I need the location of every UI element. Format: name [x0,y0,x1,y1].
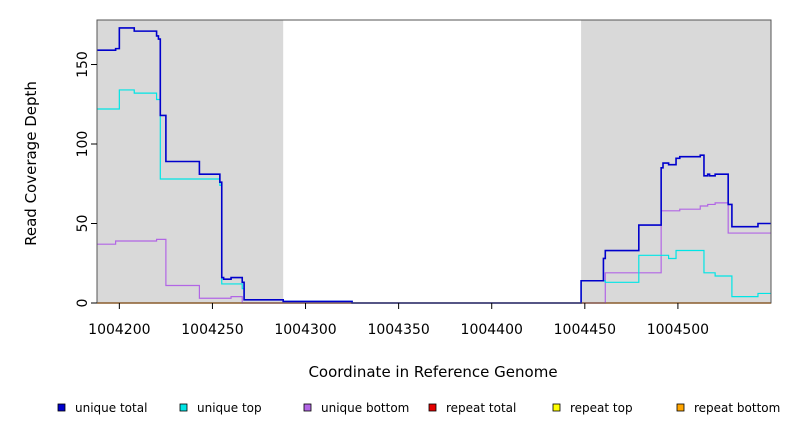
plot-frame [96,19,772,304]
legend-swatch-unique-total [57,403,66,412]
x-tick-label: 1004300 [274,322,336,338]
legend-label-unique-top: unique top [197,401,262,415]
legend-label-repeat-total: repeat total [446,401,516,415]
y-axis-title: Read Coverage Depth [22,81,40,246]
legend-swatch-repeat-top [552,403,561,412]
legend-label-unique-total: unique total [75,401,147,415]
x-tick-label: 1004500 [647,322,709,338]
x-axis-title: Coordinate in Reference Genome [308,363,557,381]
y-tick-label: 150 [75,51,91,78]
legend: unique total unique top unique bottom repea… [57,401,780,415]
legend-label-repeat-top: repeat top [570,401,633,415]
x-tick-label: 1004350 [367,322,429,338]
legend-swatch-repeat-total [428,403,437,412]
series-line-unique-total [97,27,771,304]
series-line-unique-bottom [97,202,771,304]
y-tick-label: 50 [75,215,91,233]
legend-swatch-unique-bottom [303,403,312,412]
x-tick-label: 1004400 [461,322,523,338]
y-axis: 0 50 100 150 [75,51,97,307]
x-tick-label: 1004450 [554,322,616,338]
y-tick-label: 100 [75,131,91,158]
legend-label-unique-bottom: unique bottom [321,401,409,415]
legend-swatch-repeat-bottom [676,403,685,412]
x-tick-label: 1004200 [88,322,150,338]
x-axis: 1004200 1004250 1004300 1004350 1004400 10044… [88,303,709,338]
x-tick-label: 1004250 [181,322,243,338]
legend-swatch-unique-top [179,403,188,412]
legend-label-repeat-bottom: repeat bottom [694,401,780,415]
y-tick-label: 0 [75,299,91,308]
